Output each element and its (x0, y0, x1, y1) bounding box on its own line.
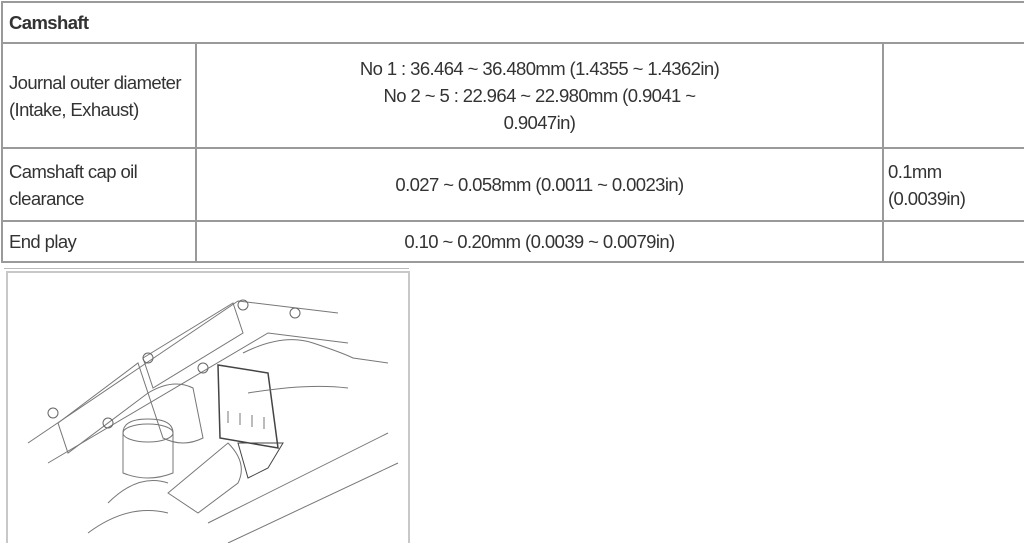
table-row: End play 0.10 ~ 0.20mm (0.0039 ~ 0.0079i… (1, 220, 1024, 263)
limit-cell (881, 220, 1024, 263)
item-cell: Journal outer diameter (Intake, Exhaust) (1, 42, 197, 149)
limit-cell: 0.1mm (0.0039in) (881, 147, 1024, 222)
limit-cell (881, 42, 1024, 149)
limit-line: 0.1mm (888, 160, 942, 182)
item-cell: End play (1, 220, 197, 263)
section-title: Camshaft (0, 1, 1024, 44)
divider (4, 268, 409, 269)
camshaft-illustration (6, 271, 410, 544)
item-cell: Camshaft cap oil clearance (1, 147, 197, 222)
limit-line: (0.0039in) (888, 187, 966, 209)
camshaft-spec-table: Camshaft Journal outer diameter (Intake,… (0, 1, 1024, 263)
table-row: Journal outer diameter (Intake, Exhaust)… (1, 42, 1024, 149)
spec-line: No 2 ~ 5 : 22.964 ~ 22.980mm (0.9041 ~ (383, 85, 697, 106)
spec-line: 0.9047in) (503, 112, 576, 133)
spec-line: No 1 : 36.464 ~ 36.480mm (1.4355 ~ 1.436… (359, 58, 720, 79)
spec-cell: 0.027 ~ 0.058mm (0.0011 ~ 0.0023in) (195, 147, 884, 222)
table-header-row: Camshaft (0, 1, 1024, 44)
spec-cell: 0.10 ~ 0.20mm (0.0039 ~ 0.0079in) (195, 220, 884, 263)
table-row: Camshaft cap oil clearance 0.027 ~ 0.058… (1, 147, 1024, 222)
spec-cell: No 1 : 36.464 ~ 36.480mm (1.4355 ~ 1.436… (195, 42, 884, 149)
